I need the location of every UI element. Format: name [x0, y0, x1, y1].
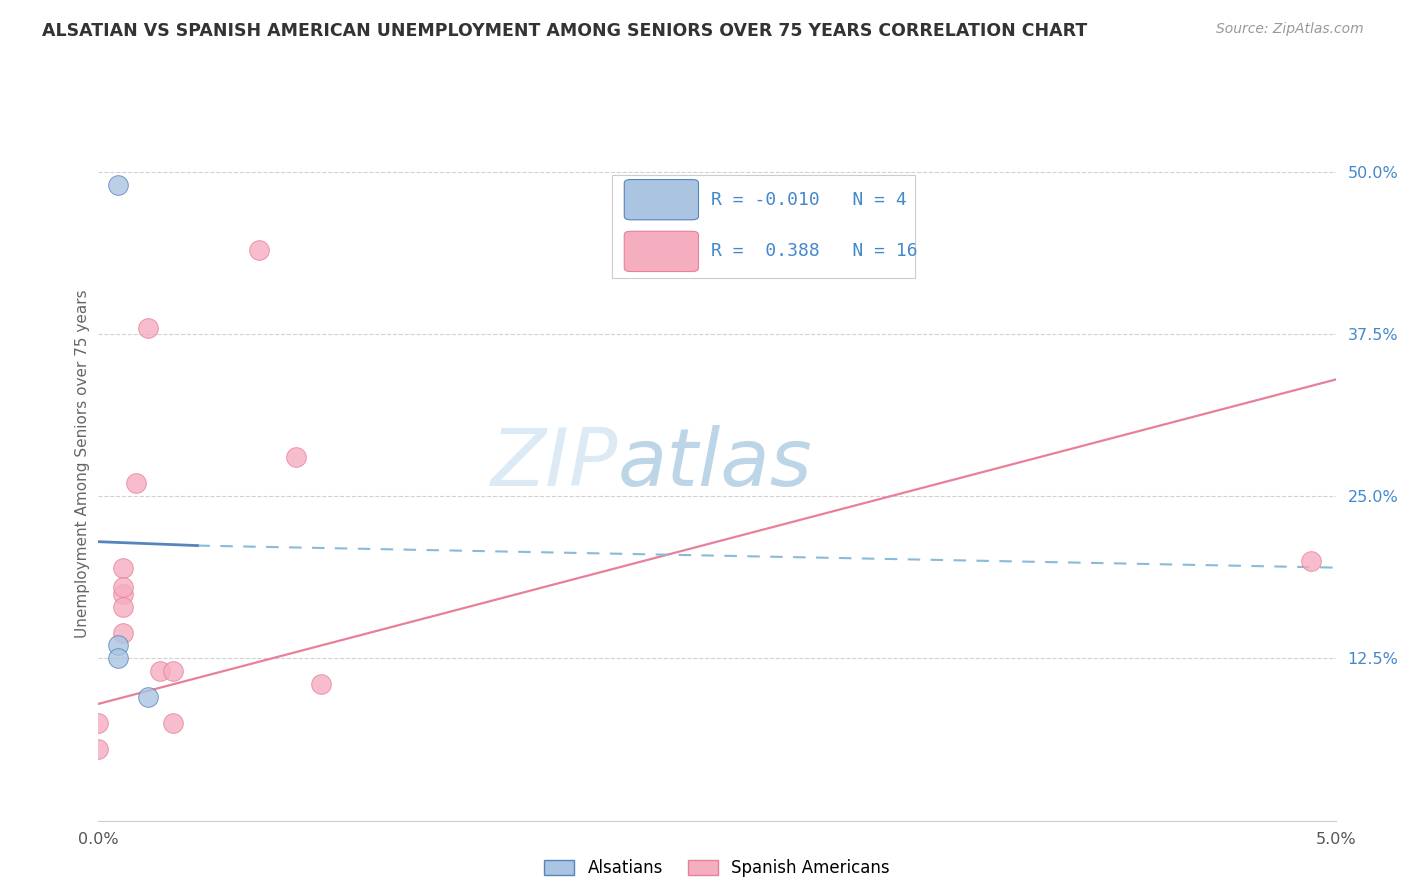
Legend: Alsatians, Spanish Americans: Alsatians, Spanish Americans	[537, 853, 897, 884]
Point	[124, 476, 146, 491]
Text: R = -0.010   N = 4: R = -0.010 N = 4	[711, 191, 907, 209]
Point	[162, 716, 184, 731]
Point	[112, 560, 135, 574]
Point	[112, 580, 135, 594]
FancyBboxPatch shape	[624, 179, 699, 219]
Text: Source: ZipAtlas.com: Source: ZipAtlas.com	[1216, 22, 1364, 37]
Point	[112, 586, 135, 600]
Point	[112, 625, 135, 640]
Point	[285, 450, 308, 465]
Text: R =  0.388   N = 16: R = 0.388 N = 16	[711, 243, 918, 260]
Point	[149, 665, 172, 679]
Y-axis label: Unemployment Among Seniors over 75 years: Unemployment Among Seniors over 75 years	[75, 290, 90, 638]
Point	[107, 178, 129, 192]
Point	[87, 716, 110, 731]
Point	[107, 651, 129, 665]
Point	[162, 665, 184, 679]
Point	[309, 677, 332, 691]
Point	[247, 243, 270, 257]
Point	[136, 690, 159, 705]
Point	[107, 639, 129, 653]
Text: ZIP: ZIP	[491, 425, 619, 503]
Text: ALSATIAN VS SPANISH AMERICAN UNEMPLOYMENT AMONG SENIORS OVER 75 YEARS CORRELATIO: ALSATIAN VS SPANISH AMERICAN UNEMPLOYMEN…	[42, 22, 1087, 40]
Point	[1299, 554, 1322, 568]
Point	[87, 742, 110, 756]
Point	[136, 320, 159, 334]
Text: atlas: atlas	[619, 425, 813, 503]
Bar	[612, 175, 915, 278]
FancyBboxPatch shape	[624, 231, 699, 271]
Point	[112, 599, 135, 614]
